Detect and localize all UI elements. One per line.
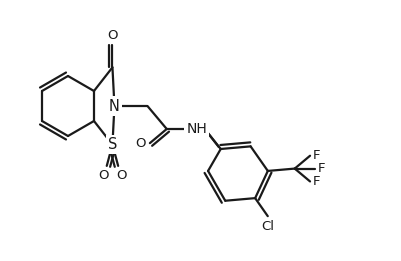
Text: S: S (107, 137, 117, 152)
Text: F: F (317, 162, 324, 175)
Text: Cl: Cl (261, 220, 273, 233)
Text: O: O (98, 169, 109, 182)
Text: O: O (115, 169, 126, 182)
Text: N: N (109, 98, 119, 114)
Text: NH: NH (186, 122, 207, 136)
Text: O: O (135, 137, 146, 150)
Text: F: F (312, 175, 320, 188)
Text: F: F (312, 149, 320, 162)
Text: O: O (107, 29, 117, 42)
